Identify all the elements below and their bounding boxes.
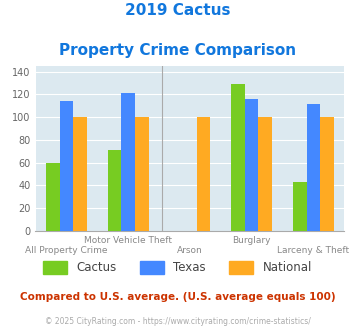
Bar [231,84,245,231]
Bar [293,182,307,231]
Bar [135,117,148,231]
Text: Compared to U.S. average. (U.S. average equals 100): Compared to U.S. average. (U.S. average … [20,292,335,302]
Text: Property Crime Comparison: Property Crime Comparison [59,43,296,58]
Bar [258,117,272,231]
Bar [60,101,73,231]
Bar [320,117,334,231]
Text: © 2025 CityRating.com - https://www.cityrating.com/crime-statistics/: © 2025 CityRating.com - https://www.city… [45,317,310,326]
Bar [245,99,258,231]
Text: 2019 Cactus: 2019 Cactus [125,3,230,18]
Bar [197,117,210,231]
Text: All Property Crime: All Property Crime [25,246,108,255]
Bar [46,163,60,231]
Text: Larceny & Theft: Larceny & Theft [277,246,350,255]
Bar [73,117,87,231]
Bar [108,150,121,231]
Text: Motor Vehicle Theft: Motor Vehicle Theft [84,236,172,245]
Bar [121,93,135,231]
Legend: Cactus, Texas, National: Cactus, Texas, National [38,257,317,279]
Text: Burglary: Burglary [233,236,271,245]
Bar [307,104,320,231]
Text: Arson: Arson [177,246,203,255]
